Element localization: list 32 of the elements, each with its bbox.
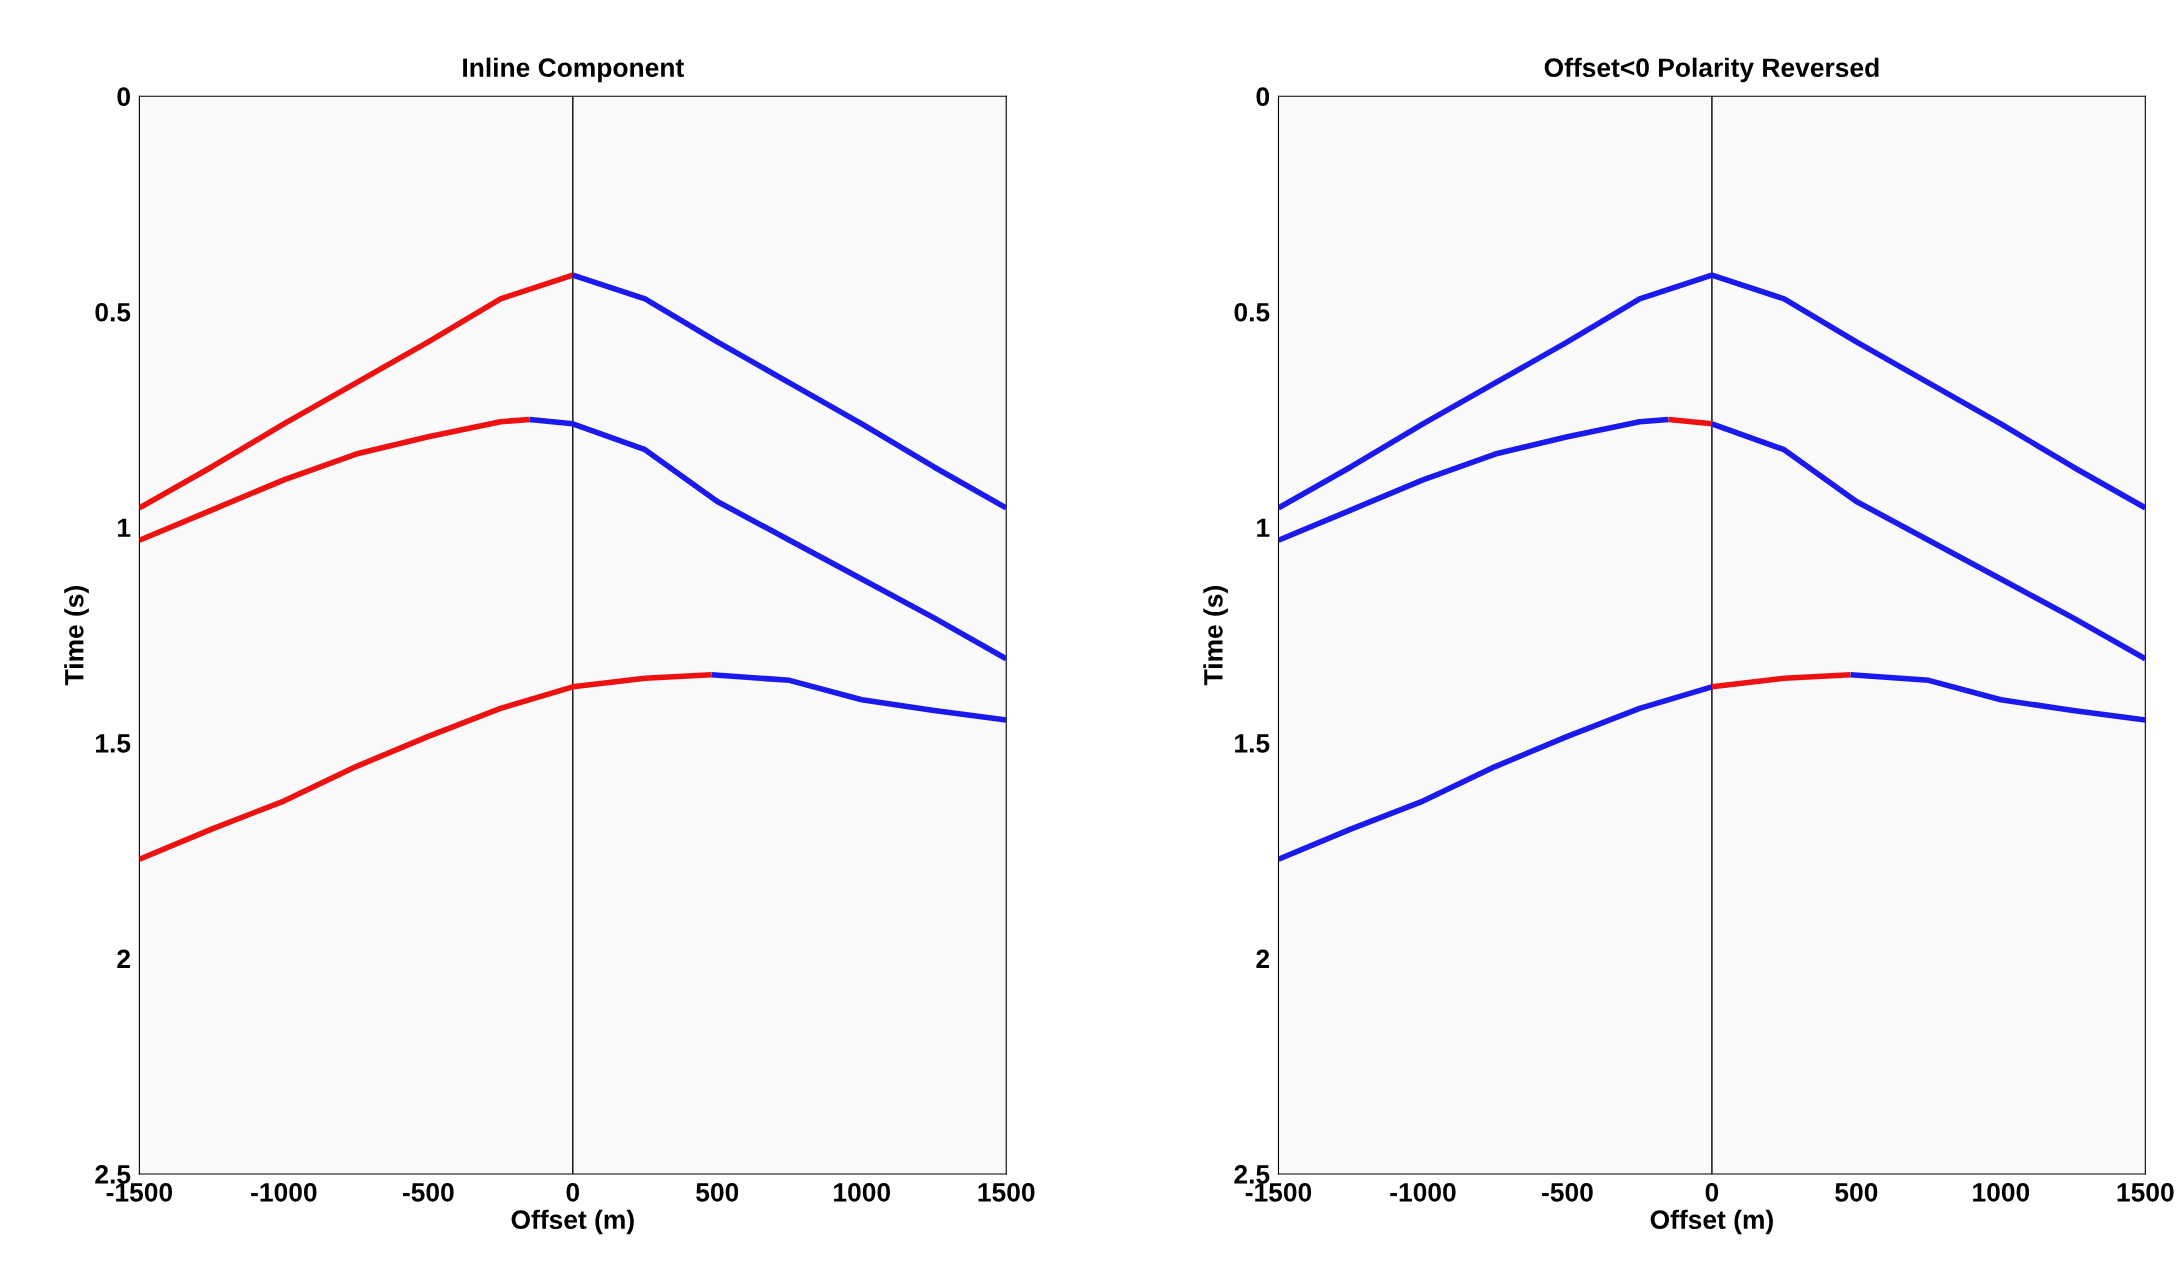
y-tick-label: 0 — [117, 87, 130, 107]
y-axis-title: Time (s) — [1203, 586, 1228, 686]
y-tick-label: 2 — [1256, 949, 1270, 968]
x-tick-label: -1000 — [251, 1182, 317, 1202]
y-tick-label: 2 — [117, 949, 130, 968]
y-tick-label: 2.5 — [95, 1165, 131, 1184]
x-tick-label: 1000 — [1973, 1182, 2030, 1202]
x-tick-label: 500 — [1835, 1182, 1878, 1202]
x-axis-title: Offset (m) — [1650, 1209, 1773, 1235]
x-tick-label: 0 — [566, 1182, 580, 1202]
y-tick-label: 1 — [1257, 518, 1270, 537]
x-tick-label: -500 — [1542, 1182, 1593, 1202]
x-tick-label: 1500 — [2117, 1182, 2174, 1202]
x-tick-label: 1500 — [978, 1182, 1035, 1202]
y-tick-label: 0.5 — [95, 302, 131, 322]
x-tick-label: -1500 — [1245, 1182, 1312, 1202]
x-axis-title: Offset (m) — [511, 1209, 634, 1235]
x-tick-label: 500 — [696, 1182, 739, 1202]
x-tick-label: -1500 — [106, 1182, 173, 1202]
x-tick-label: -500 — [402, 1182, 454, 1202]
x-tick-label: -1000 — [1390, 1182, 1456, 1202]
y-tick-label: 2.5 — [1234, 1165, 1270, 1184]
y-tick-label: 0 — [1256, 87, 1270, 107]
y-tick-label: 1 — [118, 518, 131, 537]
y-tick-label: 1.5 — [96, 734, 131, 753]
chart-title: Offset<0 Polarity Reversed — [1544, 57, 1879, 83]
x-tick-label: 1000 — [834, 1182, 891, 1202]
y-axis-title: Time (s) — [64, 586, 89, 686]
chart-title: Inline Component — [463, 57, 684, 83]
y-tick-label: 0.5 — [1234, 302, 1270, 322]
y-tick-label: 1.5 — [1235, 734, 1270, 753]
x-tick-label: 0 — [1705, 1182, 1719, 1202]
